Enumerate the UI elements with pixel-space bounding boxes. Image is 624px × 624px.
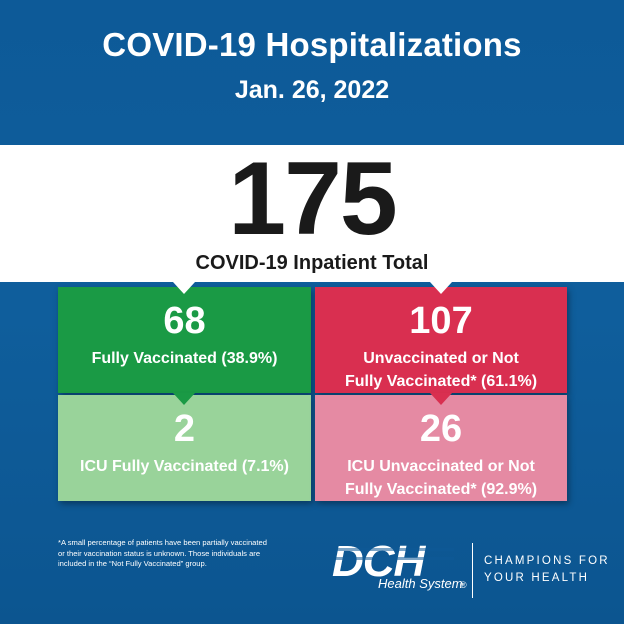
logo-subtext: Health System: [378, 576, 463, 591]
footnote-line: included in the “Not Fully Vaccinated” g…: [58, 559, 207, 568]
card-icu-fully-vaccinated: 2 ICU Fully Vaccinated (7.1%): [58, 395, 311, 501]
dch-logo: DCH Health System ®: [332, 540, 467, 591]
card-label-line: Fully Vaccinated* (61.1%): [344, 373, 538, 390]
pointer-arrow-left: [173, 282, 195, 294]
total-inpatient-value: 175: [228, 141, 398, 257]
footnote-line: or their vaccination status is unknown. …: [58, 548, 261, 558]
card-fully-vaccinated: 68 Fully Vaccinated (38.9%): [58, 287, 311, 393]
card-label: Fully Vaccinated (38.9%): [91, 350, 278, 367]
card-unvaccinated: 107 Unvaccinated or Not Fully Vaccinated…: [315, 287, 567, 393]
logo-wordmark: DCH: [332, 540, 427, 586]
logo-divider: [472, 543, 473, 598]
card-label: Unvaccinated or Not Fully Vaccinated* (6…: [315, 347, 567, 393]
card-label: ICU Unvaccinated or Not Fully Vaccinated…: [315, 455, 567, 501]
total-band: [0, 145, 624, 282]
pointer-arrow-right: [430, 282, 452, 294]
card-label-line: ICU Unvaccinated or Not: [347, 458, 535, 475]
pointer-arrow-icu-unvax: [430, 393, 452, 405]
footnote: *A small percentage of patients have bee…: [58, 538, 298, 570]
pointer-arrow-icu: [173, 393, 195, 405]
card-value: 26: [419, 408, 463, 450]
page-title: COVID-19 Hospitalizations: [102, 26, 522, 63]
card-value: 2: [173, 408, 196, 450]
registered-mark: ®: [460, 580, 467, 590]
tagline-line: YOUR HEALTH: [484, 572, 590, 584]
total-inpatient-label: COVID-19 Inpatient Total: [195, 252, 429, 274]
card-label-line: Fully Vaccinated* (92.9%): [344, 481, 538, 498]
tagline: CHAMPIONS FOR YOUR HEALTH: [484, 553, 610, 587]
card-icu-unvaccinated: 26 ICU Unvaccinated or Not Fully Vaccina…: [315, 395, 567, 501]
card-value: 68: [163, 300, 206, 342]
report-date: Jan. 26, 2022: [234, 76, 390, 104]
card-label: ICU Fully Vaccinated (7.1%): [80, 458, 289, 475]
card-value: 107: [409, 300, 473, 342]
tagline-line: CHAMPIONS FOR: [484, 555, 610, 567]
footnote-line: *A small percentage of patients have bee…: [58, 538, 267, 547]
card-label-line: Unvaccinated or Not: [363, 350, 519, 367]
